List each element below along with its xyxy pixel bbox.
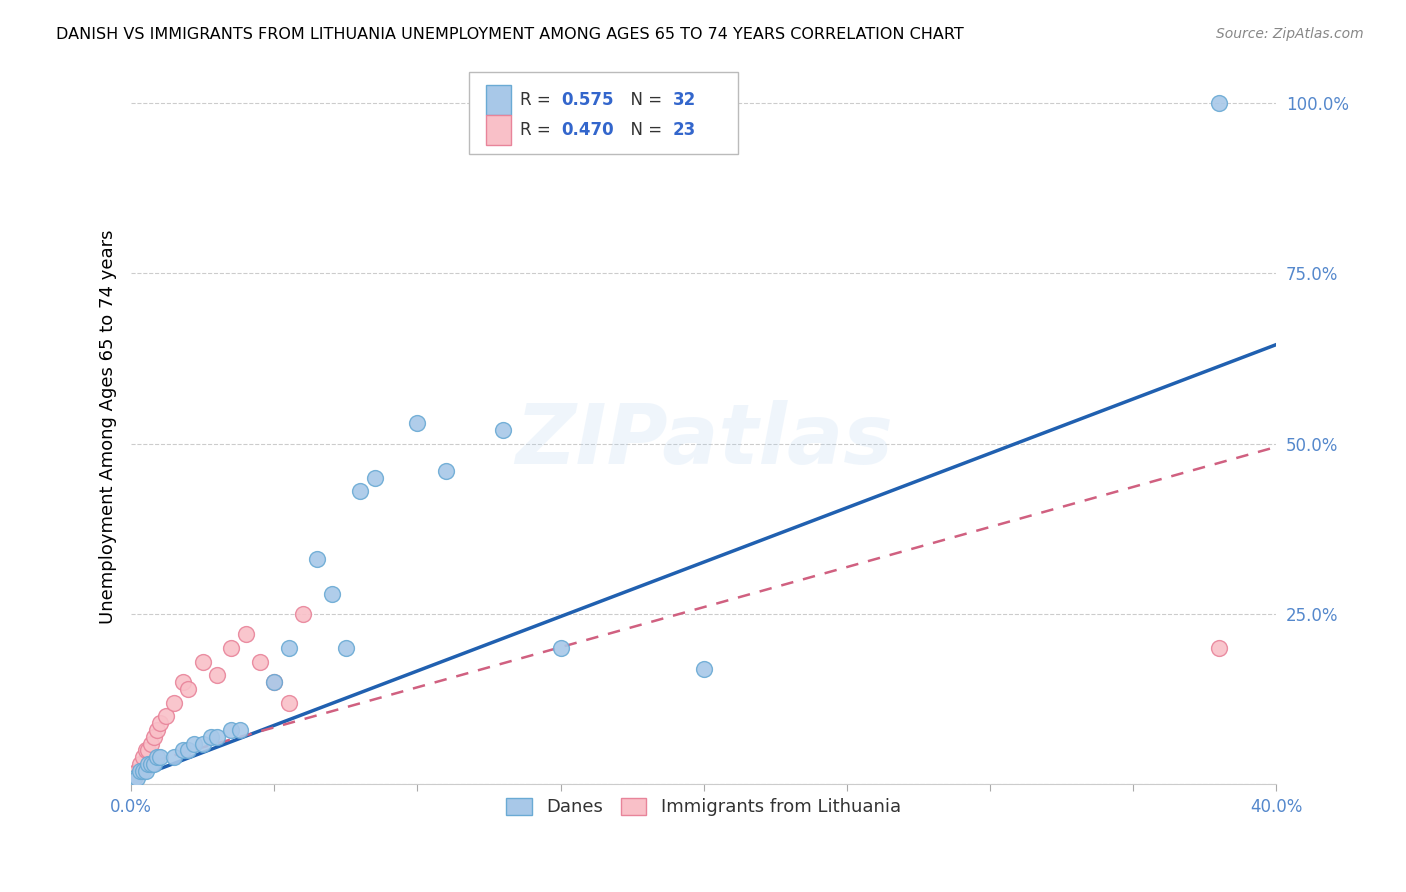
Point [321, 586, 343, 600]
Point [125, 764, 148, 778]
Point [191, 655, 214, 669]
Point [363, 470, 385, 484]
Point [141, 737, 163, 751]
Text: 0.470: 0.470 [562, 120, 614, 139]
Point [235, 627, 257, 641]
Point [135, 764, 157, 778]
Bar [486, 85, 512, 115]
Point [335, 641, 357, 656]
Point [221, 723, 243, 737]
Point [122, 771, 145, 785]
Point [205, 730, 228, 744]
Point [263, 675, 285, 690]
Point [128, 756, 150, 771]
Text: DANISH VS IMMIGRANTS FROM LITHUANIA UNEMPLOYMENT AMONG AGES 65 TO 74 YEARS CORRE: DANISH VS IMMIGRANTS FROM LITHUANIA UNEM… [56, 27, 965, 42]
Point [221, 641, 243, 656]
Bar [486, 115, 512, 145]
Point [307, 552, 329, 566]
Point [492, 423, 515, 437]
Point [149, 750, 172, 764]
Text: N =: N = [620, 91, 668, 109]
Text: 0.575: 0.575 [562, 91, 614, 109]
Point [146, 723, 169, 737]
Point [163, 750, 186, 764]
Text: ZIPatlas: ZIPatlas [515, 401, 893, 482]
Point [135, 743, 157, 757]
Legend: Danes, Immigrants from Lithuania: Danes, Immigrants from Lithuania [498, 789, 910, 825]
Point [291, 607, 314, 621]
Point [155, 709, 177, 723]
Point [146, 750, 169, 764]
Point [172, 743, 194, 757]
Point [177, 681, 200, 696]
Point [131, 750, 153, 764]
Text: 23: 23 [672, 120, 696, 139]
Point [125, 771, 148, 785]
Point [277, 641, 299, 656]
Point [138, 743, 160, 757]
Text: R =: R = [520, 120, 557, 139]
Point [172, 675, 194, 690]
Point [143, 756, 166, 771]
Text: N =: N = [620, 120, 668, 139]
Point [122, 771, 145, 785]
Point [183, 737, 205, 751]
Text: R =: R = [520, 91, 557, 109]
Point [128, 764, 150, 778]
Point [692, 661, 714, 675]
Point [143, 730, 166, 744]
Point [277, 696, 299, 710]
Y-axis label: Unemployment Among Ages 65 to 74 years: Unemployment Among Ages 65 to 74 years [100, 229, 117, 624]
Text: 32: 32 [672, 91, 696, 109]
Point [191, 737, 214, 751]
Point [406, 416, 429, 430]
Point [138, 756, 160, 771]
Text: Source: ZipAtlas.com: Source: ZipAtlas.com [1216, 27, 1364, 41]
Point [177, 743, 200, 757]
Point [550, 641, 572, 656]
Point [249, 655, 271, 669]
Point [229, 723, 252, 737]
Point [131, 764, 153, 778]
Point [200, 730, 222, 744]
Point [434, 464, 457, 478]
Point [141, 756, 163, 771]
Point [263, 675, 285, 690]
Point [1208, 95, 1230, 110]
Point [205, 668, 228, 682]
FancyBboxPatch shape [470, 72, 738, 154]
Point [149, 716, 172, 731]
Point [163, 696, 186, 710]
Point [349, 484, 371, 499]
Point [1208, 641, 1230, 656]
